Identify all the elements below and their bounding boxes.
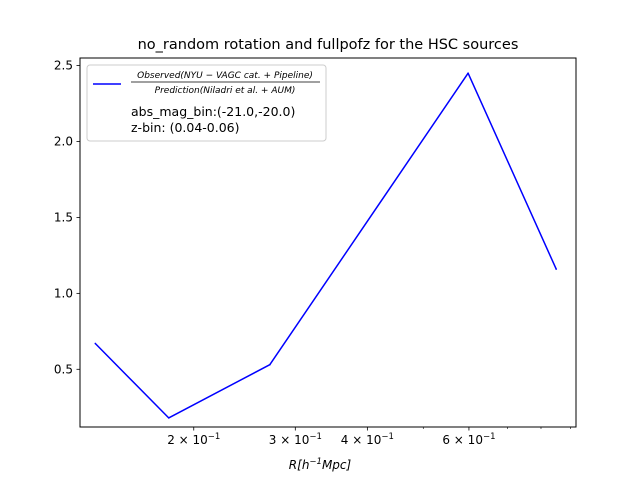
y-tick-label: 2.5 (54, 59, 73, 73)
legend-box (86, 64, 327, 142)
data-point (167, 417, 170, 419)
x-tick-label: 6 × 10−1 (442, 432, 495, 447)
y-tick-label: 1.5 (54, 210, 73, 224)
data-point (269, 363, 271, 366)
x-tick-label: 4 × 10−1 (341, 432, 394, 447)
plot-area (79, 57, 577, 428)
chart-title: no_random rotation and fullpofz for the … (138, 37, 519, 53)
series-group (94, 72, 557, 419)
legend-denominator: Prediction(Niladri et al. + AUM) (155, 86, 296, 96)
legend: Observed(NYU − VAGC cat. + Pipeline) Pre… (86, 64, 327, 142)
y-tick-label: 1.0 (54, 286, 73, 300)
axes-frame (79, 57, 577, 428)
x-axis-label: R[h−1Mpc] (289, 457, 352, 472)
legend-numerator: Observed(NYU − VAGC cat. + Pipeline) (137, 71, 313, 81)
legend-z-bin-text: z-bin: (0.04-0.06) (131, 120, 240, 135)
x-tick-label: 2 × 10−1 (167, 432, 220, 447)
y-axis: 0.5 1.0 1.5 2.0 2.5 (54, 59, 80, 376)
x-tick-label: 3 × 10−1 (269, 432, 322, 447)
x-axis: 2 × 10−1 3 × 10−1 4 × 10−1 6 × 10−1 (167, 427, 571, 447)
y-tick-label: 0.5 (54, 362, 73, 376)
y-tick-label: 2.0 (54, 135, 73, 149)
legend-mag-bin-text: abs_mag_bin:(-21.0,-20.0) (131, 104, 295, 119)
data-point (555, 268, 557, 270)
data-point (467, 72, 469, 74)
data-point (94, 342, 97, 345)
